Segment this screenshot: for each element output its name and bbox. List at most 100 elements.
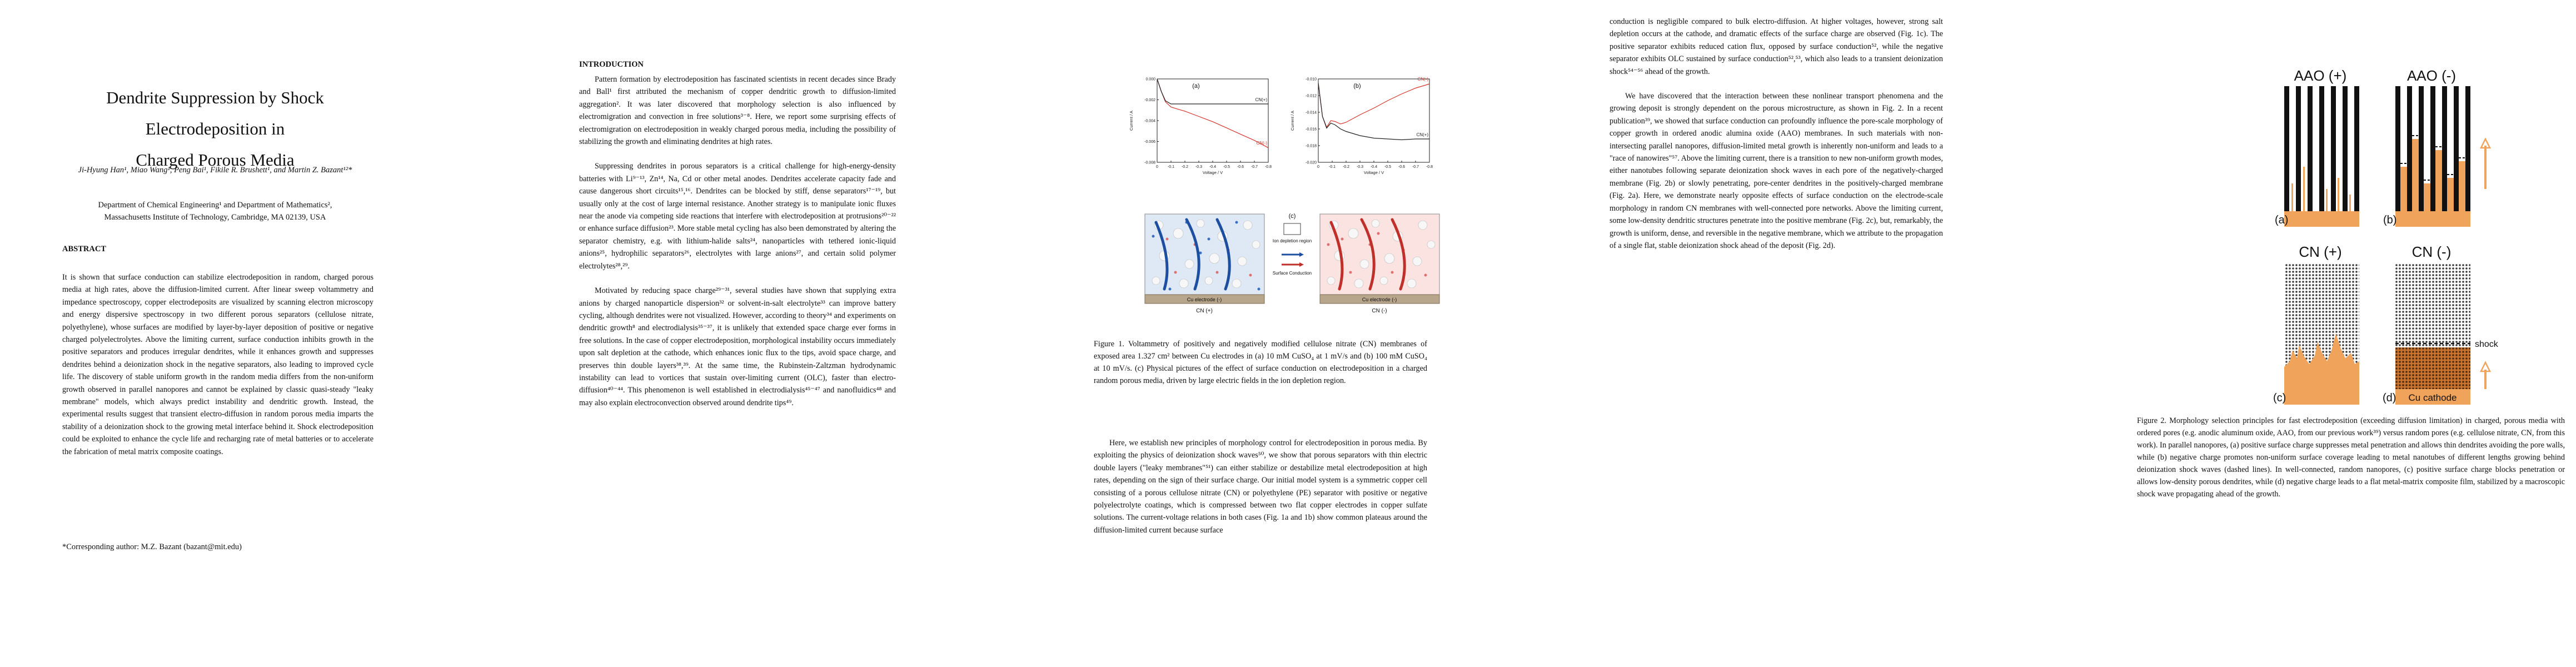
- cu-electrode-right: [1319, 294, 1440, 304]
- cation-dots-left: [1152, 221, 1260, 291]
- growth-arrow-d-head: [2479, 361, 2492, 372]
- title-line-1: Dendrite Suppression by Shock Electrodep…: [106, 88, 324, 138]
- x-tick-label: -0.6: [1237, 165, 1244, 169]
- aao-negative-header: AAO (-): [2407, 67, 2456, 84]
- ion-depletion-swatch: [1283, 223, 1301, 235]
- figure-1: 0 -0.1 -0.2 -0.3 -0.4 -0.5 -0.6 -0.7 -0.8 -0.008 -…: [1067, 0, 1601, 334]
- figure-1-caption: Figure 1. Voltammetry of positively and …: [1094, 340, 1427, 385]
- panel-label: (a): [1192, 83, 1199, 89]
- x-tick-label: -0.1: [1329, 165, 1336, 169]
- cu-electrode-left-label: Cu electrode (-): [1187, 297, 1222, 302]
- x-tick-label: -0.1: [1168, 165, 1174, 169]
- x-tick-label: -0.3: [1357, 165, 1363, 169]
- y-tick-label: -0.010: [1306, 78, 1317, 82]
- figure-1a-chart: 0 -0.1 -0.2 -0.3 -0.4 -0.5 -0.6 -0.7 -0.8 -0.008 -…: [1129, 78, 1272, 176]
- cu-electrode-right-label: Cu electrode (-): [1362, 297, 1397, 302]
- introduction-heading: INTRODUCTION: [579, 60, 644, 69]
- x-tick-label: -0.3: [1195, 165, 1202, 169]
- series-label: CN(-): [1417, 77, 1428, 82]
- ion-depletion-label: Ion depletion region: [1273, 238, 1312, 243]
- y-tick-label: -0.004: [1144, 120, 1155, 123]
- metal-matrix-film: [2395, 347, 2470, 389]
- abstract-paragraph: It is shown that surface conduction can …: [62, 273, 373, 456]
- x-axis-label: Voltage / V: [1203, 170, 1223, 175]
- surface-conduction-arrows-right: [1329, 218, 1406, 291]
- abstract-heading: ABSTRACT: [62, 245, 106, 253]
- series-line: [1157, 78, 1268, 104]
- y-tick-label: -0.002: [1144, 98, 1155, 102]
- y-axis-label: Current / A: [1129, 111, 1134, 131]
- affiliation-line-1: Department of Chemical Engineering¹ and …: [98, 201, 332, 210]
- x-tick-label: 0: [1156, 165, 1158, 169]
- cn-positive-header: CN (+): [2299, 243, 2341, 260]
- figure-2: AAO (+) AAO (-) (a): [2273, 67, 2498, 405]
- cn-positive-panel: (c): [2273, 264, 2359, 405]
- y-tick-label: -0.016: [1306, 128, 1317, 132]
- intro-paragraph-2: Suppressing dendrites in porous separato…: [579, 162, 896, 271]
- cation-flux-legend-head: [1299, 252, 1304, 257]
- plot-frame: [1318, 78, 1430, 163]
- surface-conduction-label: Surface Conduction: [1273, 271, 1312, 276]
- y-tick-label: 0.000: [1145, 78, 1155, 82]
- abstract-text: It is shown that surface conduction can …: [62, 271, 373, 458]
- affiliation: Department of Chemical Engineering¹ and …: [51, 199, 379, 223]
- x-tick-label: -0.8: [1265, 165, 1272, 169]
- aao-positive-header: AAO (+): [2294, 67, 2347, 84]
- intro-paragraph-3: Motivated by reducing space charge²⁹⁻³¹,…: [579, 286, 896, 407]
- page-3-body: Here, we establish new principles of mor…: [1094, 437, 1427, 536]
- cation-flux-arrows-left: [1154, 218, 1231, 291]
- cn-negative-label: CN (-): [1372, 308, 1387, 314]
- cn-negative-pores: [1327, 219, 1436, 288]
- y-axis-label: Current / A: [1290, 111, 1295, 131]
- series-line: [1318, 83, 1430, 128]
- introduction-body: Pattern formation by electrodeposition h…: [579, 73, 896, 409]
- page-1: Dendrite Suppression by Shock Electrodep…: [0, 0, 534, 667]
- cu-electrode-left: [1144, 294, 1265, 304]
- title-line-2: Charged Porous Media: [136, 150, 295, 170]
- x-tick-label: -0.2: [1182, 165, 1188, 169]
- porous-dendrites: [2284, 334, 2359, 389]
- y-tick-label: -0.006: [1144, 140, 1155, 144]
- cu-cathode-label: Cu cathode: [2409, 392, 2457, 403]
- page-4: conduction is negligible compared to bul…: [1601, 0, 2134, 667]
- x-tick-label: -0.8: [1426, 165, 1433, 169]
- y-tick-label: -0.020: [1306, 161, 1317, 165]
- figure-1c-schematic: Cu electrode (-) CN (+) (c) Ion depletio…: [1144, 213, 1440, 314]
- x-tick-label: -0.7: [1251, 165, 1258, 169]
- series-label: CN(+): [1416, 132, 1428, 137]
- x-tick-label: -0.5: [1384, 165, 1391, 169]
- series-line: [1318, 83, 1429, 141]
- shock-label: shock: [2475, 340, 2498, 349]
- page-4-paragraph-1: conduction is negligible compared to bul…: [1610, 17, 1943, 76]
- x-tick-label: -0.4: [1371, 165, 1377, 169]
- y-tick-label: -0.018: [1306, 145, 1317, 148]
- page-4-paragraph-2: We have discovered that the interaction …: [1610, 92, 1943, 250]
- aao-positive-panel: (a): [2275, 86, 2359, 227]
- author-list: Ji-Hyung Han¹, Miao Wang¹, Peng Bai¹, Fi…: [78, 166, 352, 175]
- page-3: 0 -0.1 -0.2 -0.3 -0.4 -0.5 -0.6 -0.7 -0.8 -0.008 -…: [1067, 0, 1601, 667]
- label-d: (d): [2383, 392, 2396, 404]
- figure-2-caption: Figure 2. Morphology selection principle…: [2137, 416, 2565, 499]
- y-tick-label: -0.012: [1306, 94, 1317, 98]
- cathode-d: [2395, 389, 2470, 405]
- affiliation-line-2: Massachusetts Institute of Technology, C…: [104, 213, 326, 222]
- x-tick-label: -0.7: [1412, 165, 1419, 169]
- cathode-b: [2395, 211, 2470, 227]
- series-label: CN(-): [1256, 141, 1267, 146]
- page-4-body: conduction is negligible compared to bul…: [1610, 16, 1943, 252]
- page-2: INTRODUCTION Pattern formation by electr…: [534, 0, 1067, 667]
- plot-frame: [1157, 78, 1269, 163]
- cn-negative-panel: shock Cu cathode (d): [2383, 264, 2498, 405]
- cathode-c: [2284, 389, 2359, 405]
- page-3-paragraph: Here, we establish new principles of mor…: [1094, 439, 1427, 535]
- label-c: (c): [2273, 392, 2286, 404]
- y-tick-label: -0.008: [1144, 161, 1155, 165]
- metal-nanotubes: [2400, 139, 2465, 211]
- series-line: [1157, 78, 1269, 148]
- figure-1b-chart: 0 -0.1 -0.2 -0.3 -0.4 -0.5 -0.6 -0.7 -0.8 -0.020 -…: [1290, 77, 1433, 175]
- surface-conduction-legend-head: [1299, 262, 1304, 267]
- cathode-a: [2284, 211, 2359, 227]
- label-b: (b): [2383, 214, 2396, 226]
- series-label: CN(+): [1255, 97, 1267, 102]
- paper-title: Dendrite Suppression by Shock Electrodep…: [51, 82, 379, 176]
